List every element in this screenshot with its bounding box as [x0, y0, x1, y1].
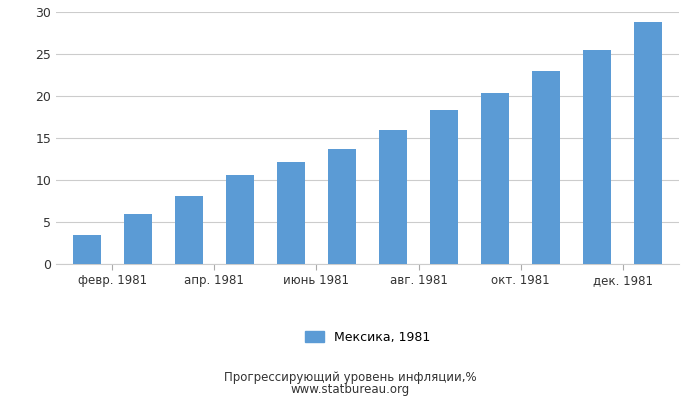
Bar [481, 93, 509, 264]
Bar [379, 130, 407, 264]
Bar [328, 149, 356, 264]
Bar [532, 71, 560, 264]
Bar [73, 236, 101, 264]
Text: Прогрессирующий уровень инфляции,%: Прогрессирующий уровень инфляции,% [224, 372, 476, 384]
Bar [430, 110, 458, 264]
Bar [226, 175, 254, 264]
Bar [634, 22, 662, 264]
Legend: Мексика, 1981: Мексика, 1981 [300, 326, 435, 349]
Text: www.statbureau.org: www.statbureau.org [290, 384, 410, 396]
Bar [175, 196, 203, 264]
Bar [124, 214, 152, 264]
Bar [583, 50, 611, 264]
Bar [277, 162, 305, 264]
